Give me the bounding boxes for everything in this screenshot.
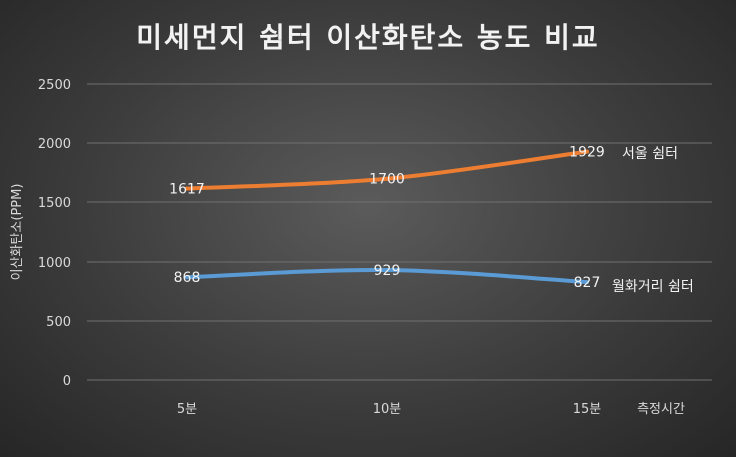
y-axis-ticks: 0 500 1000 1500 2000 2500 [38, 78, 71, 389]
y-tick-label: 1000 [38, 256, 71, 271]
data-point-seoul [585, 149, 589, 154]
data-label-seoul: 1700 [369, 172, 405, 188]
data-label-seoul: 1617 [169, 182, 205, 198]
y-tick-label: 0 [63, 374, 71, 389]
x-tick-label: 5분 [177, 402, 197, 417]
y-tick-label: 1500 [38, 196, 71, 211]
data-point-seoul [185, 186, 189, 191]
data-point-wolhwa [585, 280, 589, 285]
y-tick-label: 2500 [38, 78, 71, 93]
x-axis-ticks: 5분 10분 15분 [177, 402, 601, 417]
series-label-wolhwa: 월화거리 쉼터 [612, 279, 694, 295]
chart-title: 미세먼지 쉼터 이산화탄소 농도 비교 [136, 21, 599, 54]
x-tick-label: 10분 [373, 402, 402, 417]
data-label-wolhwa: 868 [174, 270, 201, 286]
data-point-wolhwa [185, 275, 189, 280]
series-group [185, 149, 589, 285]
x-axis-title: 측정시간 [637, 402, 685, 417]
data-label-seoul: 1929 [569, 145, 605, 161]
data-point-wolhwa [385, 268, 389, 273]
y-tick-label: 500 [46, 315, 71, 330]
data-label-wolhwa: 827 [574, 275, 601, 291]
data-label-wolhwa: 929 [374, 263, 401, 279]
y-tick-label: 2000 [38, 137, 71, 152]
data-point-seoul [385, 176, 389, 181]
data-label-group: 1617 1700 1929 868 929 827 [169, 145, 605, 291]
gridlines [87, 83, 712, 381]
series-label-seoul: 서울 쉼터 [622, 146, 678, 162]
x-tick-label: 15분 [573, 402, 602, 417]
y-axis-title: 이산화탄소(PPM) [10, 184, 25, 281]
